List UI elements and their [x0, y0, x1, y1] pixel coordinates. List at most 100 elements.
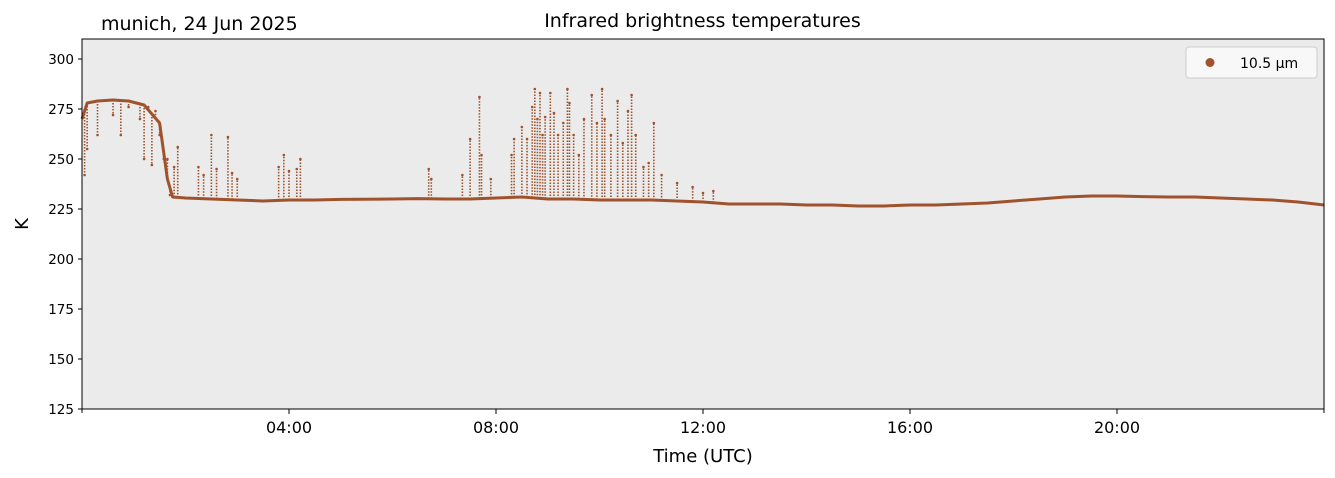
- x-tick-label: 16:00: [887, 418, 933, 437]
- series-point: [642, 165, 645, 169]
- series-point: [197, 165, 200, 169]
- series-point: [83, 173, 86, 177]
- series-point: [430, 177, 433, 181]
- series-point: [541, 133, 544, 137]
- series-point: [96, 133, 99, 137]
- series-point: [478, 95, 481, 99]
- series-point: [510, 153, 513, 157]
- series-point: [210, 133, 213, 137]
- x-tick-label: 04:00: [266, 418, 312, 437]
- series-point: [647, 161, 650, 165]
- series-point: [634, 133, 638, 137]
- series-point: [538, 91, 542, 95]
- series-point: [158, 133, 161, 137]
- legend-box: [1185, 46, 1318, 79]
- series-point: [427, 167, 431, 171]
- series-point: [172, 165, 176, 169]
- series-point: [520, 125, 524, 129]
- series-point: [572, 133, 575, 137]
- series-point: [552, 111, 556, 115]
- series-point: [168, 193, 172, 197]
- series-point: [530, 105, 534, 109]
- series-point: [138, 117, 142, 121]
- series-point: [489, 177, 493, 181]
- plot-frame: [81, 38, 1325, 410]
- series-point: [609, 133, 613, 137]
- series-point: [154, 109, 157, 113]
- legend: 10.5 µm: [1185, 46, 1318, 79]
- series-point: [626, 109, 630, 113]
- series-point: [691, 185, 694, 189]
- chart-title: Infrared brightness temperatures: [544, 10, 861, 32]
- series-point: [712, 189, 715, 193]
- x-tick-label: 12:00: [680, 418, 726, 437]
- series-point: [616, 99, 619, 103]
- series-point: [299, 157, 302, 161]
- y-axis: 125 150 175 200 225 250 275 300: [48, 52, 82, 418]
- series-point: [652, 121, 656, 125]
- series-point: [512, 137, 516, 141]
- series-layer: [80, 87, 1325, 208]
- series-baseline: [80, 98, 1325, 208]
- x-tick-label: 08:00: [473, 418, 519, 437]
- series-point: [295, 167, 299, 171]
- y-tick-label: 175: [48, 302, 74, 318]
- site-date-label: munich, 24 Jun 2025: [101, 13, 298, 35]
- series-point: [230, 171, 234, 175]
- series-point: [590, 93, 594, 97]
- series-point: [543, 115, 547, 119]
- y-tick-label: 250: [48, 152, 74, 168]
- y-tick-label: 300: [48, 52, 74, 68]
- y-axis-label: K: [12, 217, 33, 230]
- series-point: [119, 133, 123, 137]
- plot-area: [82, 39, 1324, 409]
- legend-label: 10.5 µm: [1240, 56, 1298, 72]
- series-point: [215, 167, 218, 171]
- series-point: [568, 101, 571, 105]
- series-point: [277, 165, 280, 169]
- series-point: [162, 157, 166, 161]
- y-tick-label: 275: [48, 102, 74, 118]
- series-point: [660, 173, 663, 177]
- series-point: [582, 117, 586, 121]
- series-point: [166, 157, 169, 161]
- series-point: [621, 141, 625, 145]
- series-point: [135, 101, 138, 105]
- y-tick-label: 200: [48, 252, 74, 268]
- legend-marker: [1205, 58, 1215, 67]
- series-point: [603, 117, 606, 121]
- series-point: [525, 137, 529, 141]
- series-point: [111, 113, 115, 117]
- y-tick-label: 150: [48, 352, 74, 368]
- series-point: [282, 153, 286, 157]
- series-point: [630, 93, 633, 97]
- series-point: [536, 117, 539, 121]
- series-point: [176, 145, 180, 149]
- series-point: [468, 137, 472, 141]
- series-point: [577, 153, 581, 157]
- series-point: [142, 157, 146, 161]
- series-point: [202, 173, 205, 177]
- series-point: [480, 153, 483, 157]
- x-tick-label: 20:00: [1094, 418, 1140, 437]
- series-point: [226, 135, 230, 139]
- y-tick-label: 125: [48, 402, 74, 418]
- series-point: [675, 181, 679, 185]
- series-point: [595, 121, 599, 125]
- series-point: [566, 87, 569, 91]
- series-point: [461, 173, 464, 177]
- series-point: [701, 191, 705, 195]
- series-point: [146, 105, 150, 109]
- series-point: [150, 163, 154, 167]
- x-axis: 04:00 08:00 12:00 16:00 20:00: [81, 409, 1325, 437]
- series-point: [235, 177, 239, 181]
- series-point: [600, 87, 604, 91]
- series-point: [561, 121, 565, 125]
- series-point: [549, 91, 552, 95]
- series-point: [127, 105, 130, 109]
- series-point: [85, 147, 89, 151]
- x-axis-label: Time (UTC): [652, 446, 753, 467]
- series-point: [556, 133, 560, 137]
- y-tick-label: 225: [48, 202, 74, 218]
